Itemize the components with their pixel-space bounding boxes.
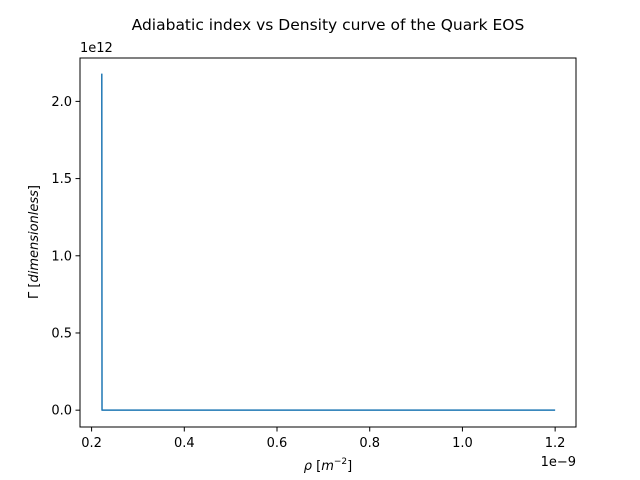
- x-axis-label: ρ [m−2]: [304, 457, 353, 474]
- plot-area: [79, 57, 577, 428]
- y-axis-label-open: [: [27, 283, 42, 288]
- y-tick-label: 1.5: [51, 172, 72, 187]
- y-tick-label: 1.0: [51, 249, 72, 264]
- chart-title: Adiabatic index vs Density curve of the …: [132, 16, 525, 34]
- series-layer: [101, 73, 556, 411]
- y-tick-label: 2.0: [51, 95, 72, 110]
- x-tick-label: 0.6: [267, 436, 288, 451]
- x-axis-label-open: [: [316, 459, 321, 474]
- x-axis-label-symbol: ρ: [304, 459, 313, 474]
- y-tick-label: 0.0: [51, 404, 72, 419]
- y-axis-label: Γ [dimensionless]: [27, 185, 42, 299]
- x-offset-text: 1e−9: [541, 455, 576, 470]
- plot-background: [80, 58, 576, 427]
- y-axis-label-symbol: Γ: [27, 291, 42, 299]
- y-axis: 0.0 0.5 1.0 1.5 2.0: [51, 95, 80, 419]
- y-axis-label-close: ]: [27, 185, 42, 190]
- series-line: [101, 73, 556, 411]
- x-tick-label: 1.2: [545, 436, 566, 451]
- plot-frame: [79, 57, 577, 428]
- x-axis: 0.2 0.4 0.6 0.8 1.0 1.2: [81, 427, 565, 451]
- x-tick-label: 1.0: [452, 436, 473, 451]
- x-axis-label-exp: −2: [334, 457, 347, 467]
- x-axis-label-unit: m: [321, 459, 334, 474]
- x-tick-label: 0.2: [81, 436, 102, 451]
- y-offset-text: 1e12: [80, 41, 113, 56]
- x-tick-label: 0.4: [174, 436, 195, 451]
- y-axis-label-unit: dimensionless: [27, 190, 42, 283]
- x-axis-label-close: ]: [347, 459, 352, 474]
- x-tick-label: 0.8: [359, 436, 380, 451]
- y-tick-label: 0.5: [51, 326, 72, 341]
